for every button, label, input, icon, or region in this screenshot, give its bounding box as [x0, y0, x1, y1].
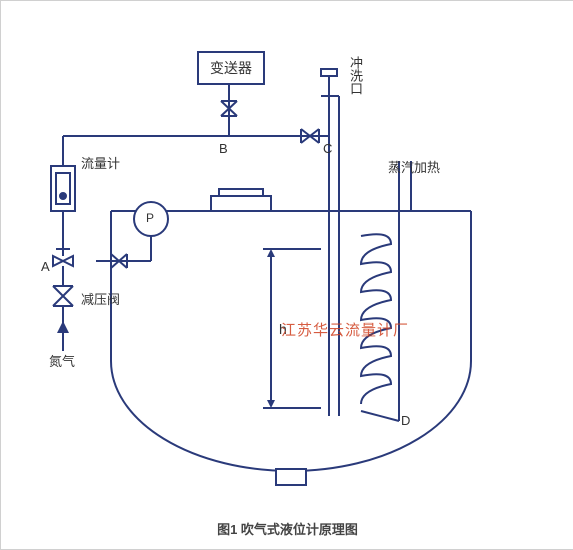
watermark-text: 江苏华云流量计厂 [281, 319, 409, 340]
steamheat-label: 蒸汽加热 [388, 157, 440, 176]
transmitter-label: 变送器 [210, 58, 252, 78]
diagram-canvas: 变送器 流量计 A 减压阀 氮气 P B C 冲洗口 蒸汽加热 h D 江苏华云… [0, 0, 573, 550]
point-A-label: A [41, 259, 50, 274]
diagram-lines [1, 1, 573, 549]
figure-caption: 图1 吹气式液位计原理图 [1, 519, 573, 538]
point-B-label: B [219, 141, 228, 156]
point-D-label: D [401, 413, 410, 428]
flushport-label: 冲洗口 [346, 56, 365, 95]
transmitter-box: 变送器 [197, 51, 265, 85]
flowmeter-label: 流量计 [81, 153, 120, 172]
pressure-gauge-label: P [146, 211, 154, 225]
point-C-label: C [323, 141, 332, 156]
nitrogen-label: 氮气 [49, 351, 75, 370]
prv-label: 减压阀 [81, 289, 120, 308]
